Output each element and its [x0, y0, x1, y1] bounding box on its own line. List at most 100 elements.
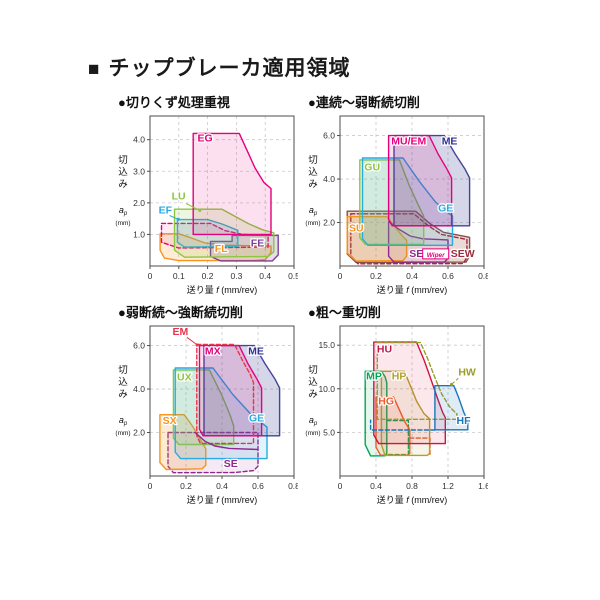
leader-dot [176, 217, 180, 221]
region-HU [373, 341, 446, 445]
region-MU/EM [387, 134, 453, 227]
plot-border [149, 115, 295, 267]
label-EM: EM [173, 326, 189, 338]
x-axis-title: 送り量 f (mm/rev) [377, 284, 448, 295]
x-tick-label: 0.3 [230, 271, 242, 281]
label-SU: SU [349, 223, 364, 235]
chart-subtitle: ●弱断続～強断続切削 [118, 305, 243, 320]
x-tick-label: 0.5 [288, 271, 298, 281]
region-EM [196, 343, 255, 445]
x-tick-label: 0.8 [288, 481, 298, 491]
y-axis-title-char: み [118, 389, 128, 400]
label-MP: MP [366, 371, 382, 383]
chart-panel-continuous-cutting: ●連続～弱断続切削 0 0.2 0.4 0.6 0.8 2.0 4.0 6.0 送り量 f (m… [298, 92, 490, 302]
region-SX [159, 414, 207, 471]
label-Wiper: Wiper [427, 252, 445, 259]
label-ME: ME [442, 136, 458, 148]
x-tick-label: 0.4 [370, 481, 382, 491]
region-GU [359, 159, 425, 245]
y-tick-label: 2.0 [133, 428, 145, 438]
x-tick-label: 0.8 [478, 271, 488, 281]
y-axis-title-char: 切 [308, 365, 318, 376]
chart-panel-interrupted-cutting: ●弱断続～強断続切削 0 0.2 0.4 0.6 0.8 2.0 4.0 6.0 送り量 f (… [108, 302, 300, 512]
x-tick-label: 0.4 [406, 271, 418, 281]
label-MU/EM: MU/EM [391, 136, 426, 148]
x-tick-label: 1.6 [478, 481, 488, 491]
label-HU: HU [377, 344, 392, 356]
region-EG [192, 132, 272, 236]
y-tick-label: 3.0 [133, 166, 145, 176]
label-FL: FL [215, 243, 228, 255]
label-HG: HG [378, 395, 394, 407]
x-tick-label: 0.4 [259, 271, 271, 281]
y-axis-title-char: 切 [118, 155, 128, 166]
label-ME: ME [248, 346, 264, 358]
region-FE [209, 234, 279, 262]
y-tick-label: 10.0 [318, 384, 335, 394]
x-tick-label: 0 [338, 271, 343, 281]
y-axis-title-unit: (mm) [115, 430, 130, 437]
leader-dot [195, 343, 199, 347]
y-axis-title-char: 込 [308, 377, 318, 388]
label-EG: EG [198, 132, 213, 144]
y-axis-title-char: 切 [308, 155, 318, 166]
y-axis-title-unit: (mm) [115, 220, 130, 227]
x-axis-title: 送り量 f (mm/rev) [187, 494, 258, 505]
x-tick-label: 0.2 [370, 271, 382, 281]
label-leader [185, 203, 201, 211]
x-tick-label: 0.2 [180, 481, 192, 491]
y-axis-title-char: み [308, 179, 318, 190]
x-tick-label: 1.2 [442, 481, 454, 491]
x-tick-label: 0.6 [252, 481, 264, 491]
label-HF: HF [457, 415, 472, 427]
y-tick-label: 1.0 [133, 229, 145, 239]
label-LU: LU [172, 191, 186, 203]
chart-canvas: 0 0.4 0.8 1.2 1.6 5.0 10.0 15.0 送り量 f (mm/rev) 切込… [298, 320, 490, 512]
label-leader [186, 336, 198, 346]
region-LU [173, 208, 275, 258]
label-GE: GE [249, 413, 264, 425]
label-SE: SE [224, 458, 238, 470]
region-MX [198, 344, 263, 437]
x-tick-label: 0 [148, 481, 153, 491]
y-axis-title-char: み [118, 179, 128, 190]
chart-subtitle: ●切りくず処理重視 [118, 95, 230, 110]
region-HF [434, 385, 469, 431]
y-axis-title-unit: (mm) [305, 220, 320, 227]
y-axis-title-var: ap [309, 205, 318, 217]
y-axis-title-char: 込 [308, 167, 318, 178]
chart-svg: 0 0.4 0.8 1.2 1.6 5.0 10.0 15.0 送り量 f (mm/rev) 切込… [305, 325, 488, 505]
y-axis-title-char: 切 [118, 365, 128, 376]
label-UX: UX [177, 371, 192, 383]
y-tick-label: 6.0 [133, 341, 145, 351]
region-EG-ext [160, 222, 269, 249]
label-HW: HW [458, 366, 476, 378]
chart-panel-heavy-cutting: ●粗～重切削 0 0.4 0.8 1.2 1.6 5.0 10.0 15.0 送り量 f (mm… [298, 302, 490, 512]
y-tick-label: 5.0 [323, 427, 335, 437]
chart-svg: 0 0.1 0.2 0.3 0.4 0.5 1.0 2.0 3.0 4.0 送り量 f (mm/re… [115, 115, 298, 295]
chart-panel-chip-control: ●切りくず処理重視 0 0.1 0.2 0.3 0.4 0.5 1.0 2.0 3.0 4.0 送り… [108, 92, 300, 302]
y-axis-title-char: 込 [118, 377, 128, 388]
chart-subtitle: ●粗～重切削 [308, 305, 381, 320]
y-tick-label: 2.0 [323, 218, 335, 228]
y-tick-label: 4.0 [133, 135, 145, 145]
chart-svg: 0 0.2 0.4 0.6 0.8 2.0 4.0 6.0 送り量 f (mm/rev) 切込み a… [305, 115, 488, 295]
y-axis-title-char: み [308, 389, 318, 400]
leader-dot [450, 382, 454, 387]
region-SE-inner [194, 431, 259, 451]
label-SX: SX [163, 415, 177, 427]
chart-canvas: 0 0.2 0.4 0.6 0.8 2.0 4.0 6.0 送り量 f (mm/rev) 切込み a… [298, 110, 490, 302]
label-HP: HP [392, 371, 407, 383]
region-HW [376, 341, 458, 420]
page-title: ■ チップブレーカ適用領域 [88, 52, 350, 82]
y-axis-title-char: 込 [118, 167, 128, 178]
y-axis-title-var: ap [309, 415, 318, 427]
x-axis-title: 送り量 f (mm/rev) [377, 494, 448, 505]
y-axis-title-var: ap [119, 415, 128, 427]
region-HF-ext [369, 419, 436, 431]
y-axis-title-unit: (mm) [305, 430, 320, 437]
x-tick-label: 0.4 [216, 481, 228, 491]
label-SEW: SEW [451, 248, 475, 260]
x-tick-label: 0 [338, 481, 343, 491]
page-title-text: チップブレーカ適用領域 [108, 57, 351, 80]
